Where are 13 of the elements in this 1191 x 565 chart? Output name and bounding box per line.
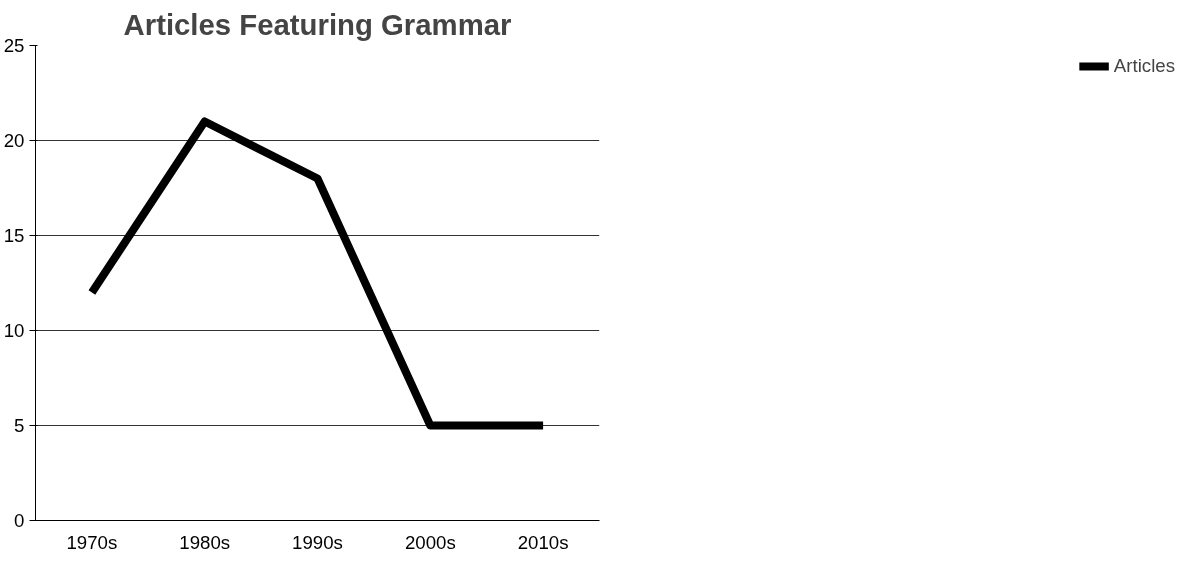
y-tick-label: 0 [14,510,25,531]
y-tick-label: 10 [3,320,25,341]
y-tick-label: 25 [3,35,25,56]
y-tick-label: 15 [3,225,25,246]
chart-title: Articles Featuring Grammar [123,7,512,41]
y-tick-label: 5 [14,415,25,436]
legend-label: Articles [1113,55,1175,77]
x-tick-label: 2010s [517,531,569,553]
x-tick-label: 1990s [292,531,343,553]
y-tick-label: 20 [3,130,25,151]
x-tick-label: 1970s [66,531,118,553]
x-tick-label: 2000s [404,531,456,553]
x-tick-label: 1980s [179,531,231,553]
